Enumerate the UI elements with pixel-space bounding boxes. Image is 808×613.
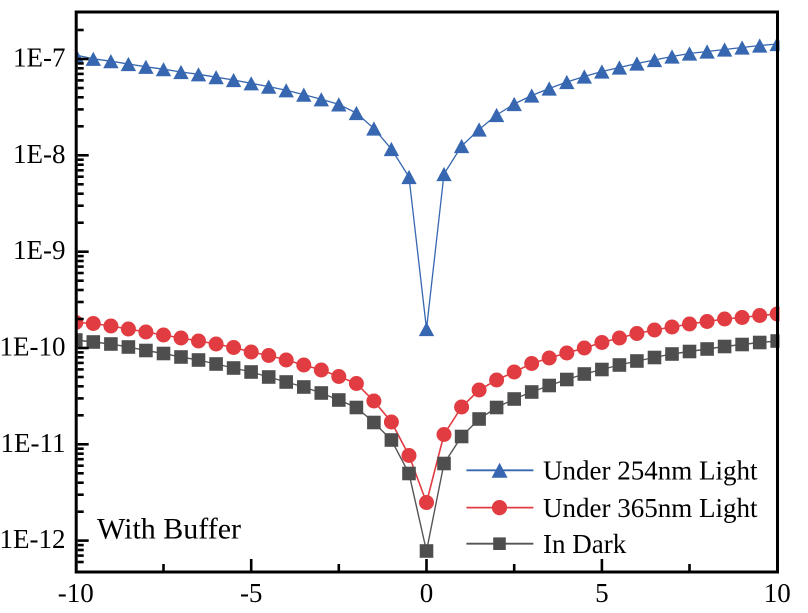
svg-text:Under 254nm Light: Under 254nm Light — [543, 456, 758, 486]
svg-text:Under 365nm Light: Under 365nm Light — [543, 493, 758, 523]
svg-text:-5: -5 — [240, 578, 263, 608]
svg-text:With Buffer: With Buffer — [97, 513, 241, 546]
svg-text:1E-10: 1E-10 — [0, 332, 66, 362]
svg-text:-10: -10 — [58, 578, 94, 608]
svg-text:1E-9: 1E-9 — [13, 235, 65, 265]
svg-text:1E-12: 1E-12 — [0, 524, 66, 554]
svg-text:1E-11: 1E-11 — [1, 428, 66, 458]
svg-text:10: 10 — [764, 578, 791, 608]
svg-text:In Dark: In Dark — [543, 529, 627, 559]
svg-text:1E-7: 1E-7 — [13, 43, 65, 73]
svg-text:0: 0 — [420, 578, 434, 608]
svg-text:5: 5 — [595, 578, 609, 608]
svg-text:1E-8: 1E-8 — [13, 139, 65, 169]
